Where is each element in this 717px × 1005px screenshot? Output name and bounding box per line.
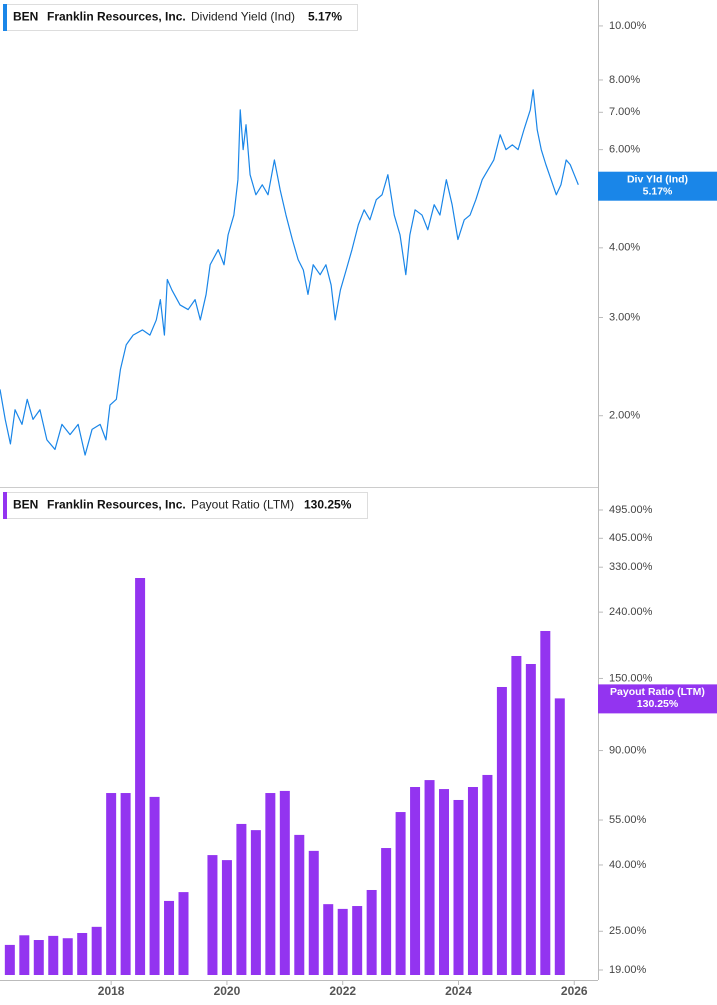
bar [323,904,334,975]
bar [207,855,218,975]
bar [337,908,348,975]
value-tag [598,171,717,201]
y-tick-label: 25.00% [609,925,647,937]
header-swatch [3,4,7,31]
bar [4,944,15,975]
legend-header: BEN Franklin Resources, Inc. Payout Rati… [3,492,368,519]
y-tick-label: 6.00% [609,144,640,156]
bar [77,932,88,975]
bar [482,774,493,975]
value-tag [598,684,717,714]
bar [294,834,305,975]
bar [511,655,522,975]
bar [308,850,319,975]
ticker: BEN [13,10,38,24]
bar [106,793,117,975]
bar [48,935,59,975]
bar [236,823,247,975]
bar [410,787,421,975]
bar [424,780,435,975]
legend-value: 5.17% [308,10,342,24]
y-tick-label: 330.00% [609,561,653,573]
bar [62,938,73,975]
header-box [3,492,368,519]
header-box [3,4,358,31]
bar [554,698,565,975]
bar [33,940,44,975]
y-tick-label: 4.00% [609,242,640,254]
bar [178,892,189,975]
bar [120,793,131,975]
bar [525,663,536,975]
y-tick-label: 495.00% [609,504,653,516]
bar [19,935,30,975]
bar [496,686,507,975]
bar [135,578,146,975]
bar [221,860,232,975]
y-tick-label: 55.00% [609,814,647,826]
y-tick-label: 8.00% [609,74,640,86]
value-tag-label: 5.17% [643,185,673,197]
legend-header: BEN Franklin Resources, Inc. Dividend Yi… [3,4,358,31]
y-tick-label: 240.00% [609,606,653,618]
bar [366,889,377,975]
bar [352,906,363,975]
x-tick-label: 2024 [445,984,472,998]
company: Franklin Resources, Inc. [47,498,186,512]
header-swatch [3,492,7,519]
legend-series: Payout Ratio (LTM) [191,498,294,512]
line [0,89,579,456]
x-tick-label: 2018 [98,984,125,998]
bar [453,799,464,975]
bar [439,789,450,975]
bar [381,848,392,975]
y-tick-label: 7.00% [609,106,640,118]
bar [540,630,551,975]
bar [265,793,276,975]
y-tick-label: 150.00% [609,672,653,684]
y-tick-label: 90.00% [609,744,647,756]
x-tick-label: 2020 [214,984,241,998]
value-tag-label: 130.25% [637,698,679,710]
x-tick-label: 2022 [329,984,356,998]
bar [164,900,175,975]
bar [395,812,406,975]
y-tick-label: 2.00% [609,410,640,422]
legend-series: Dividend Yield (Ind) [191,10,295,24]
bar [149,796,160,975]
value-tag-title: Payout Ratio (LTM) [610,686,705,698]
y-tick-label: 405.00% [609,532,653,544]
x-tick-label: 2026 [561,984,588,998]
value-tag-title: Div Yld (Ind) [627,173,688,185]
y-tick-label: 40.00% [609,859,647,871]
bar [279,790,290,975]
plot-layer: 2.00%3.00%4.00%5.00%6.00%7.00%8.00%10.00… [0,20,717,998]
bar [91,926,102,975]
y-tick-label: 19.00% [609,964,647,976]
bar [467,787,478,975]
company: Franklin Resources, Inc. [47,10,186,24]
bar [250,830,261,975]
legend-value: 130.25% [304,498,352,512]
y-tick-label: 10.00% [609,20,647,32]
ticker: BEN [13,498,38,512]
y-tick-label: 3.00% [609,311,640,323]
